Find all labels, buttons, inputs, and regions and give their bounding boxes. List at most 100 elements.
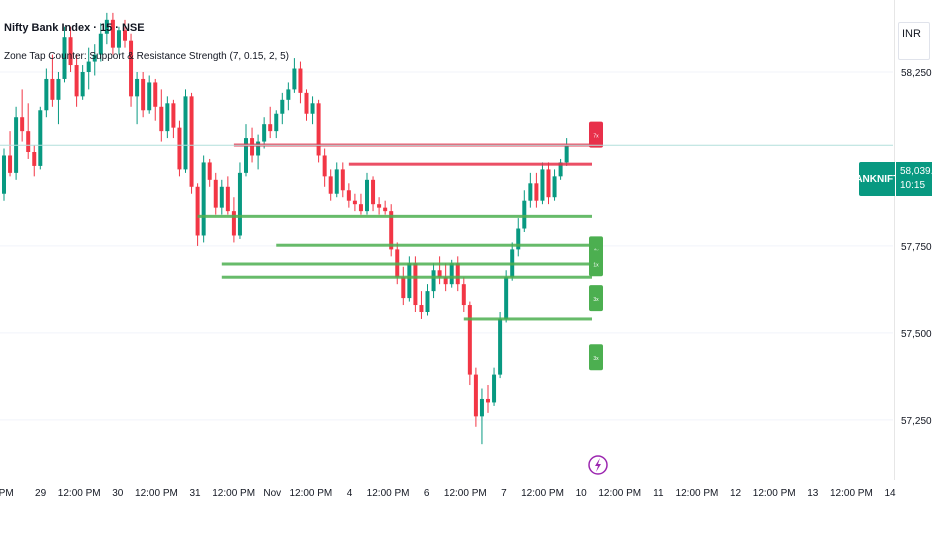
candle-body <box>383 207 388 212</box>
time-axis-label: 13 <box>807 488 819 499</box>
candle-body <box>352 200 357 205</box>
lightning-glyph <box>595 458 601 472</box>
candle-body <box>413 263 418 306</box>
candle-body <box>334 169 339 194</box>
candle-body <box>340 169 345 191</box>
candle-body <box>237 172 242 236</box>
candle-body <box>492 374 497 403</box>
candle-body <box>256 141 261 156</box>
resistance-zone-line <box>348 162 592 166</box>
candle-body <box>8 155 13 173</box>
candle-body <box>159 106 164 132</box>
time-axis-label: 12:00 PM <box>58 488 101 499</box>
candle-body <box>401 277 406 299</box>
candle-body <box>80 72 85 97</box>
support-zone-line <box>463 317 592 321</box>
candle-body <box>298 68 303 93</box>
tap-count-badge <box>589 250 603 277</box>
chart-title: Nifty Bank Index · 15 · NSE <box>4 22 145 34</box>
candle-body <box>244 138 248 173</box>
tap-count-badge <box>589 121 603 148</box>
candle-body <box>201 162 206 236</box>
candle-body <box>250 138 255 156</box>
candle-body <box>68 37 73 66</box>
candle-body <box>135 78 140 97</box>
candle-body <box>310 103 315 114</box>
time-axis-label: 12:00 PM <box>135 488 178 499</box>
candle-body <box>274 113 279 132</box>
candle-body <box>183 96 188 170</box>
candle-body <box>20 117 25 132</box>
time-axis-label: 12:00 PM <box>521 488 564 499</box>
candle-body <box>443 277 448 285</box>
candle-body <box>2 155 6 194</box>
candle-body <box>486 398 490 403</box>
candle-body <box>213 179 218 208</box>
tap-count-badge <box>589 285 603 312</box>
time-axis-label: 12:00 PM <box>367 488 410 499</box>
candle-body <box>86 61 91 72</box>
time-axis-label: 12:00 PM <box>444 488 487 499</box>
candle-body <box>564 145 569 163</box>
time-axis-label: 12 <box>730 488 742 499</box>
candle-body <box>431 270 436 292</box>
price-axis-label: 58,250.00 <box>901 68 932 79</box>
candle-body <box>26 131 31 152</box>
candle-body <box>473 374 478 417</box>
time-axis-label: 14 <box>884 488 896 499</box>
time-axis-label: 12:00 PM <box>598 488 641 499</box>
candle-body <box>104 19 109 34</box>
time-axis-label: 12:00 PM <box>289 488 332 499</box>
candle-body <box>389 211 394 250</box>
bar-countdown: 10:15 <box>900 180 926 191</box>
candle-body <box>546 169 551 198</box>
time-axis-label: 6 <box>424 488 430 499</box>
candle-body <box>153 82 158 107</box>
candle-body <box>280 99 285 114</box>
candle-body <box>110 19 115 48</box>
tap-count-label: 3x <box>593 356 599 362</box>
last-price-tag: 58,039.55 10:15 <box>896 162 932 196</box>
candle-body <box>50 78 55 100</box>
currency-box[interactable] <box>898 22 930 60</box>
time-axis-label: 31 <box>189 488 201 499</box>
price-axis-label: 57,500.00 <box>901 329 932 340</box>
time-axis-label: Nov <box>263 488 281 499</box>
tap-count-label: 3x <box>593 297 599 303</box>
candle-body <box>219 186 224 208</box>
candle-body <box>534 183 539 201</box>
indicator-legend[interactable]: Zone Tap Counter: Support & Resistance S… <box>4 51 289 62</box>
candle-body <box>189 96 194 187</box>
candle-body <box>56 78 61 100</box>
candle-body <box>558 162 563 177</box>
candle-body <box>377 204 382 208</box>
candle-body <box>461 284 466 306</box>
candle-body <box>358 204 363 212</box>
candle-body <box>371 179 376 205</box>
candle-body <box>147 82 152 111</box>
currency-label: INR <box>902 28 921 40</box>
time-axis-label: 12:00 PM <box>212 488 255 499</box>
time-axis-label: 29 <box>35 488 47 499</box>
candle-body <box>286 89 291 100</box>
candle-body <box>316 103 321 156</box>
tap-count-label: 1x <box>593 262 599 268</box>
candle-body <box>74 65 79 97</box>
candle-body <box>123 30 127 41</box>
candle-body <box>365 179 369 212</box>
candle-body <box>116 30 121 48</box>
candle-body <box>425 291 430 312</box>
candle-body <box>171 103 176 128</box>
candle-body <box>38 110 43 166</box>
candle-body <box>322 155 327 177</box>
candle-body <box>552 176 557 198</box>
candle-body <box>92 54 97 62</box>
candle-body <box>225 186 230 212</box>
candle-body <box>479 398 484 417</box>
candle-body <box>231 211 236 236</box>
candle-body <box>262 124 267 142</box>
time-axis-label: 7 <box>501 488 507 499</box>
last-price-value: 58,039.55 <box>900 166 932 177</box>
candle-body <box>498 318 503 375</box>
